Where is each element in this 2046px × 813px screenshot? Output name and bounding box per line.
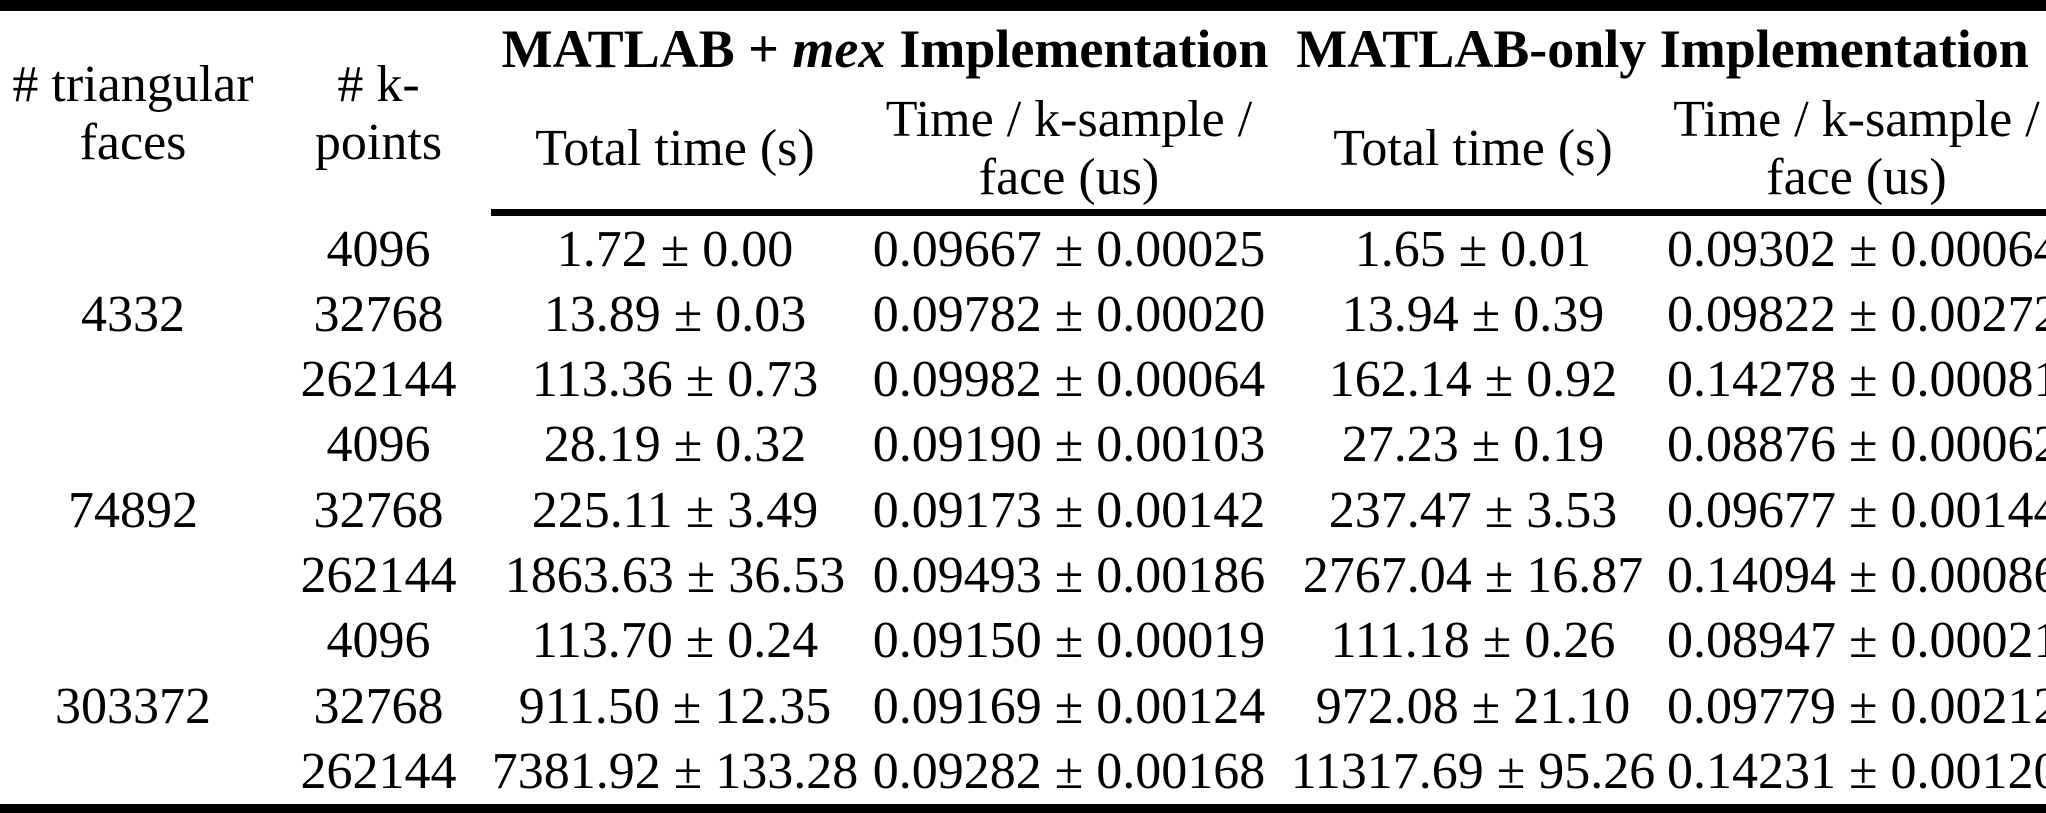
mex-total-cell: 911.50 ± 12.35 <box>518 677 832 735</box>
table-row: 74892 4096 28.19 ± 0.32 0.09190 ± 0.0010… <box>0 412 2046 538</box>
mex-per-cell: 0.09982 ± 0.00064 <box>872 351 1266 409</box>
ml-per-cell: 0.09302 ± 0.00064 <box>1667 220 2046 278</box>
kpoints-cell: 4096 <box>326 612 431 670</box>
header-k-points-line2: points <box>314 113 443 171</box>
ml-per-cell: 0.14094 ± 0.00086 <box>1667 547 2046 605</box>
matlab-only-title: MATLAB-only Implementation <box>1296 19 2029 80</box>
kpoints-cell: 262144 <box>300 351 457 409</box>
header-triangular-faces: # triangular faces <box>0 11 266 216</box>
mex-per-cell: 0.09173 ± 0.00142 <box>872 481 1266 539</box>
faces-cell: 4332 <box>81 285 185 343</box>
mex-per-cell: 0.09782 ± 0.00020 <box>872 285 1266 343</box>
mex-total-cell: 1863.63 ± 36.53 <box>504 547 846 605</box>
table-row: 32768 225.11 ± 3.49 0.09173 ± 0.00142 23… <box>0 478 2046 543</box>
mex-per-cell: 0.09190 ± 0.00103 <box>872 416 1266 474</box>
matlab-mex-title: MATLAB + mex Implementation <box>502 19 1269 79</box>
kpoints-cell: 32768 <box>313 677 444 735</box>
ml-total-cell: 162.14 ± 0.92 <box>1328 351 1618 409</box>
header-ml-time-per-line1: Time / k-sample / <box>1673 91 2040 148</box>
mex-word: mex <box>792 19 886 80</box>
table-body: 4332 4096 1.72 ± 0.00 0.09667 ± 0.00025 … <box>0 216 2046 804</box>
ml-per-cell: 0.08947 ± 0.00021 <box>1667 612 2046 670</box>
table-row: 262144 113.36 ± 0.73 0.09982 ± 0.00064 1… <box>0 347 2046 412</box>
mex-total-cell: 7381.92 ± 133.28 <box>491 742 859 800</box>
ml-per-cell: 0.14278 ± 0.00081 <box>1667 351 2046 409</box>
mex-total-cell: 113.70 ± 0.24 <box>531 612 819 670</box>
ml-total-cell: 111.18 ± 0.26 <box>1330 612 1616 670</box>
header-ml-time-per-line2: face (us) <box>1766 149 1947 207</box>
mex-total-cell: 28.19 ± 0.32 <box>543 416 807 474</box>
faces-cell: 74892 <box>68 481 198 539</box>
header-group-row: # triangular faces # k- points MATLAB + … <box>0 11 2046 170</box>
kpoints-cell: 32768 <box>313 481 444 539</box>
table-row: 4332 4096 1.72 ± 0.00 0.09667 ± 0.00025 … <box>0 216 2046 343</box>
mex-per-cell: 0.09493 ± 0.00186 <box>872 547 1266 605</box>
mex-total-cell: 113.36 ± 0.73 <box>531 351 819 409</box>
header-ml-time-per: Time / k-sample / face (us) <box>1667 89 2046 217</box>
kpoints-cell: 4096 <box>326 416 431 474</box>
ml-total-cell: 13.94 ± 0.39 <box>1341 285 1605 343</box>
header-group-matlab-mex: MATLAB + mex Implementation <box>491 11 1279 89</box>
ml-per-cell: 0.08876 ± 0.00062 <box>1667 416 2046 474</box>
ml-total-cell: 27.23 ± 0.19 <box>1341 416 1605 474</box>
matlab-mex-suffix: Implementation <box>899 19 1269 80</box>
mex-per-cell: 0.09282 ± 0.00168 <box>872 742 1266 800</box>
table-row: 262144 7381.92 ± 133.28 0.09282 ± 0.0016… <box>0 739 2046 804</box>
table-row: 303372 4096 113.70 ± 0.24 0.09150 ± 0.00… <box>0 608 2046 734</box>
ml-per-cell: 0.09822 ± 0.00272 <box>1667 285 2046 343</box>
mex-total-cell: 13.89 ± 0.03 <box>543 285 807 343</box>
header-mex-time-per-line2: face (us) <box>978 149 1160 207</box>
kpoints-cell: 4096 <box>326 220 431 278</box>
header-mex-time-per: Time / k-sample / face (us) <box>859 89 1279 217</box>
header-mex-time-per-line1: Time / k-sample / <box>885 91 1253 148</box>
ml-total-cell: 1.65 ± 0.01 <box>1354 220 1592 278</box>
ml-total-cell: 2767.04 ± 16.87 <box>1302 547 1644 605</box>
mex-per-cell: 0.09150 ± 0.00019 <box>872 612 1266 670</box>
header-ml-total-time: Total time (s) <box>1279 89 1667 217</box>
ml-per-cell: 0.14231 ± 0.00120 <box>1667 742 2046 800</box>
ml-per-cell: 0.09677 ± 0.00144 <box>1667 481 2046 539</box>
mex-total-cell: 225.11 ± 3.49 <box>531 481 819 539</box>
ml-per-cell: 0.09779 ± 0.00212 <box>1667 677 2046 735</box>
table-row: 32768 13.89 ± 0.03 0.09782 ± 0.00020 13.… <box>0 282 2046 347</box>
mex-per-cell: 0.09169 ± 0.00124 <box>872 677 1266 735</box>
table-row: 32768 911.50 ± 12.35 0.09169 ± 0.00124 9… <box>0 673 2046 738</box>
kpoints-cell: 262144 <box>300 742 457 800</box>
header-triangular-faces-line1: # triangular <box>12 55 254 113</box>
mex-total-cell: 1.72 ± 0.00 <box>556 220 794 278</box>
header-mex-total-time: Total time (s) <box>491 89 859 217</box>
matlab-mex-prefix: MATLAB + <box>501 19 779 80</box>
mex-per-cell: 0.09667 ± 0.00025 <box>872 220 1266 278</box>
header-group-matlab-only: MATLAB-only Implementation <box>1279 11 2046 89</box>
ml-total-cell: 237.47 ± 3.53 <box>1328 481 1618 539</box>
header-triangular-faces-line2: faces <box>79 113 187 171</box>
table-row: 262144 1863.63 ± 36.53 0.09493 ± 0.00186… <box>0 543 2046 608</box>
header-k-points: # k- points <box>266 11 491 216</box>
header-sub-row: Total time (s) Time / k-sample / face (u… <box>0 89 2046 217</box>
table-header: # triangular faces # k- points MATLAB + … <box>0 11 2046 217</box>
kpoints-cell: 32768 <box>313 285 444 343</box>
faces-cell: 303372 <box>55 677 211 735</box>
kpoints-cell: 262144 <box>300 547 457 605</box>
ml-total-cell: 11317.69 ± 95.26 <box>1290 742 1656 800</box>
header-k-points-line1: # k- <box>337 55 420 113</box>
ml-total-cell: 972.08 ± 21.10 <box>1315 677 1631 735</box>
